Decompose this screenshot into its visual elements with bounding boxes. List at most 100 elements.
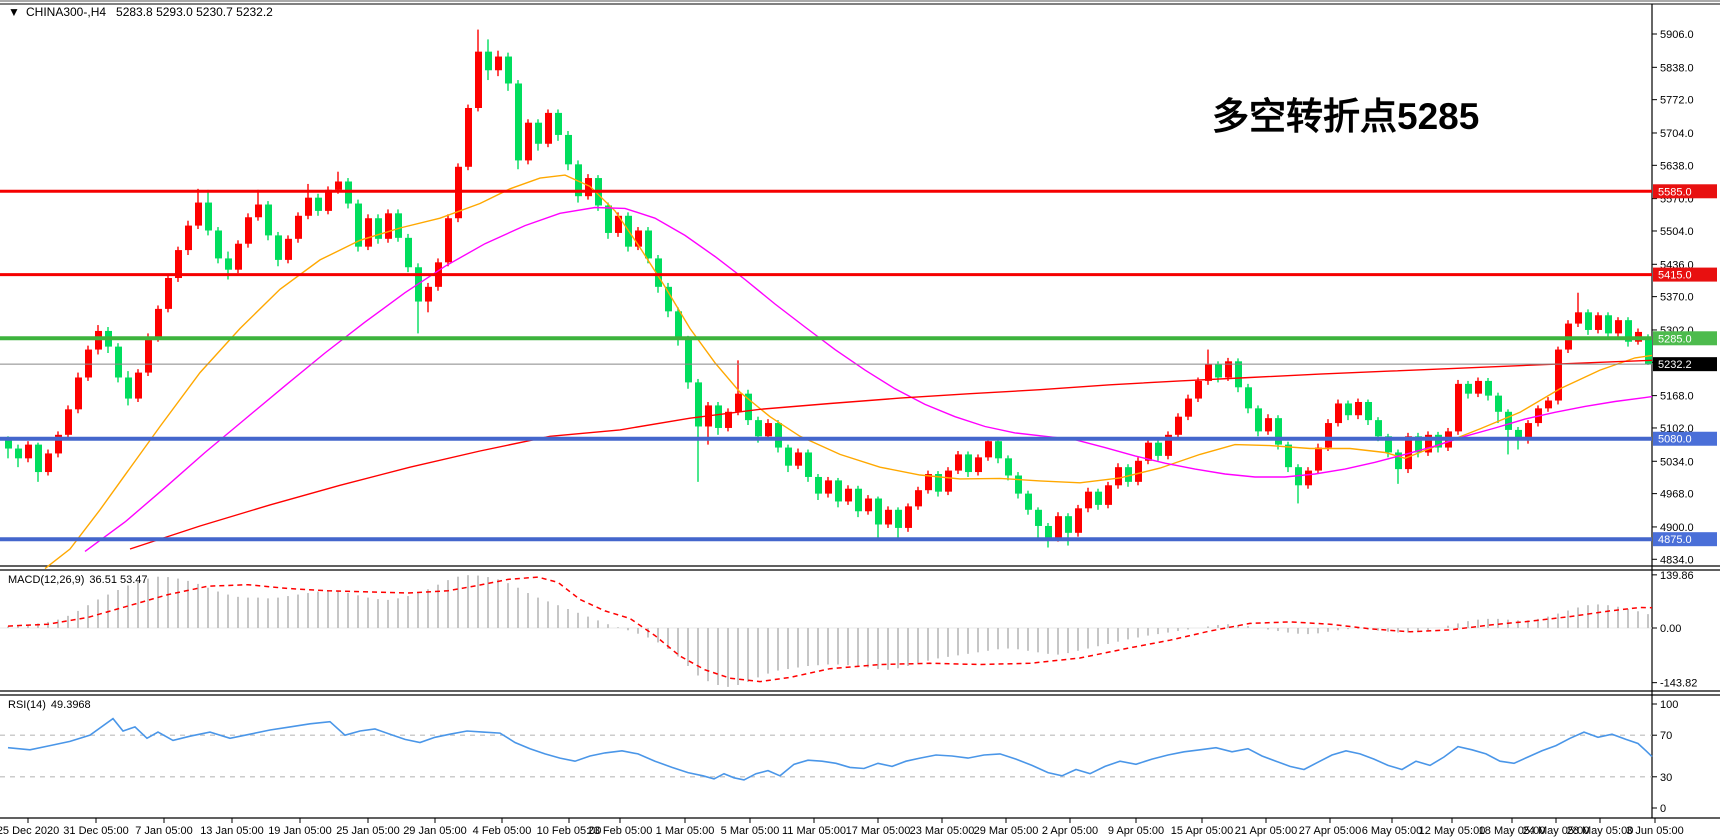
candle-body xyxy=(905,506,912,528)
current-price-tag-label: 5232.2 xyxy=(1658,359,1692,371)
candle-body xyxy=(1455,383,1462,432)
candle-body xyxy=(1375,420,1382,437)
candle-body xyxy=(845,488,852,502)
candle-body xyxy=(1225,361,1232,378)
candle-body xyxy=(365,218,372,247)
price-panel[interactable] xyxy=(0,29,1653,570)
candle-body xyxy=(1015,475,1022,494)
candle-body xyxy=(285,238,292,260)
candle-body xyxy=(975,457,982,473)
x-axis-tick-label: 5 Mar 05:00 xyxy=(721,825,780,837)
candle-body xyxy=(65,409,72,435)
candle-body xyxy=(825,480,832,494)
candle-body xyxy=(115,346,122,378)
candle-body xyxy=(1465,383,1472,394)
candle-body xyxy=(225,258,232,270)
candle-body xyxy=(1135,460,1142,482)
time-axis[interactable]: 25 Dec 2020 31 Dec 05:00 7 Jan 05:00 13 Jan… xyxy=(0,818,1684,837)
candle-body xyxy=(1495,395,1502,412)
symbol-dropdown-icon[interactable]: ▼ xyxy=(8,5,20,19)
candle-body xyxy=(745,393,752,421)
macd-axis-tick-label: -143.82 xyxy=(1660,678,1697,690)
candle-body xyxy=(485,51,492,71)
candle-body xyxy=(545,112,552,144)
y-axis-tick-label: 5504.0 xyxy=(1660,226,1694,238)
price-level-tag xyxy=(1653,184,1717,199)
candle-body xyxy=(1245,387,1252,409)
candle-body xyxy=(645,230,652,259)
candle-body xyxy=(675,311,682,340)
macd-axis-tick-label: 0.00 xyxy=(1660,623,1681,635)
price-axis[interactable]: 5906.05838.05772.05704.05638.05570.05504… xyxy=(1652,29,1717,815)
candle-body xyxy=(1585,312,1592,330)
candle-body xyxy=(1485,380,1492,396)
candle-body xyxy=(1345,403,1352,416)
x-axis-tick-label: 28 May 05:00 xyxy=(1567,825,1634,837)
candle-body xyxy=(5,439,12,449)
candle-body xyxy=(125,377,132,399)
candle-body xyxy=(1505,411,1512,430)
candle-body xyxy=(1615,320,1622,334)
rsi-axis-tick-label: 70 xyxy=(1660,730,1672,742)
candle-body xyxy=(45,453,52,473)
rsi-axis-tick-label: 30 xyxy=(1660,772,1672,784)
candle-body xyxy=(425,286,432,302)
y-axis-tick-label: 4834.0 xyxy=(1660,554,1694,566)
candle-body xyxy=(475,51,482,108)
candle-body xyxy=(1275,418,1282,445)
candle-body xyxy=(275,235,282,260)
candle-body xyxy=(535,122,542,144)
candle-body xyxy=(715,405,722,428)
candle-body xyxy=(1415,436,1422,453)
candle-body xyxy=(75,377,82,410)
candle-body xyxy=(315,197,322,211)
y-axis-tick-label: 5034.0 xyxy=(1660,456,1694,468)
candle-body xyxy=(1255,408,1262,432)
y-axis-tick-label: 5370.0 xyxy=(1660,292,1694,304)
rsi-panel[interactable] xyxy=(0,717,1653,781)
candle-body xyxy=(915,490,922,507)
x-axis-tick-label: 9 Apr 05:00 xyxy=(1108,825,1164,837)
candle-body xyxy=(395,213,402,238)
y-axis-tick-label: 4968.0 xyxy=(1660,489,1694,501)
x-axis-tick-label: 29 Mar 05:00 xyxy=(974,825,1039,837)
macd-panel[interactable] xyxy=(0,575,1653,687)
candle-body xyxy=(205,202,212,231)
ohlc-values: 5283.8 5293.0 5230.7 5232.2 xyxy=(116,5,273,19)
candle-body xyxy=(995,441,1002,459)
x-axis-tick-label: 21 Apr 05:00 xyxy=(1235,825,1297,837)
candle-body xyxy=(525,122,532,161)
x-axis-tick-label: 13 Jan 05:00 xyxy=(200,825,264,837)
candle-body xyxy=(655,258,662,287)
candle-body xyxy=(775,423,782,448)
candle-body xyxy=(855,488,862,512)
candle-body xyxy=(695,382,702,427)
candle-body xyxy=(1005,458,1012,476)
candle-body xyxy=(1555,349,1562,401)
candle-body xyxy=(1045,525,1052,538)
y-axis-tick-label: 5638.0 xyxy=(1660,160,1694,172)
candle-body xyxy=(615,215,622,233)
candle-body xyxy=(135,372,142,399)
candle-body xyxy=(635,230,642,247)
candle-body xyxy=(1425,434,1432,453)
candle-body xyxy=(1545,400,1552,409)
annotation-text[interactable]: 多空转折点5285 xyxy=(1212,96,1479,137)
symbol-period-label: CHINA300-,H4 xyxy=(26,5,106,19)
price-level-tag xyxy=(1653,431,1717,446)
x-axis-tick-label: 12 May 05:00 xyxy=(1419,825,1486,837)
candle-body xyxy=(175,250,182,279)
panel-borders xyxy=(0,0,1720,819)
candle-body xyxy=(215,230,222,259)
candle-body xyxy=(145,338,152,373)
candle-body xyxy=(985,441,992,458)
candle-body xyxy=(1025,493,1032,510)
candle-body xyxy=(195,202,202,226)
y-axis-tick-label: 5906.0 xyxy=(1660,29,1694,41)
candle-body xyxy=(25,444,32,459)
candle-body xyxy=(85,349,92,378)
current-price-tag xyxy=(1653,357,1717,372)
price-level-tag-label: 5285.0 xyxy=(1658,333,1692,345)
candle-body xyxy=(155,308,162,339)
ma-fast-orange xyxy=(44,174,1653,570)
